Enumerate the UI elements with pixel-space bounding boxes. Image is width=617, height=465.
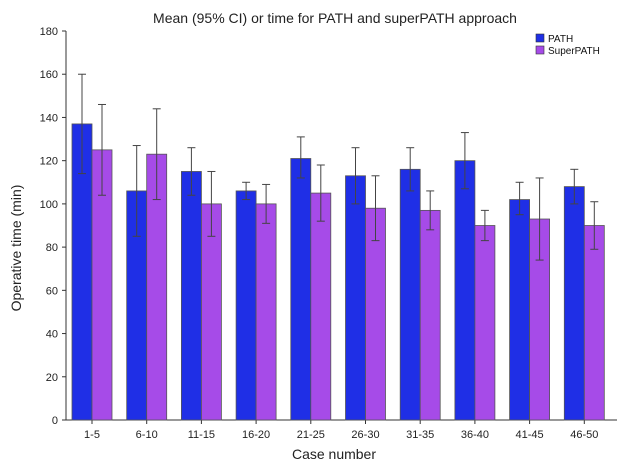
legend-label-path: PATH (548, 34, 573, 45)
y-tick-label: 160 (40, 69, 58, 81)
legend-label-superpath: SuperPATH (548, 46, 600, 57)
bar-path-21-25 (290, 158, 312, 421)
x-tick-label: 26-30 (351, 429, 379, 441)
y-tick-label: 80 (46, 242, 58, 254)
x-tick-label: 1-5 (84, 429, 100, 441)
x-tick-label: 41-45 (516, 429, 544, 441)
chart-title: Mean (95% CI) or time for PATH and super… (153, 10, 517, 26)
bar-path-16-20 (235, 190, 257, 421)
y-tick-label: 20 (46, 372, 58, 384)
legend-swatch-path (535, 33, 545, 43)
y-tick-label: 60 (46, 285, 58, 297)
x-tick-label: 31-35 (406, 429, 434, 441)
y-axis-label: Operative time (min) (8, 185, 24, 312)
x-tick-label: 16-20 (242, 429, 270, 441)
bar-path-31-35 (399, 168, 421, 421)
x-tick-label: 11-15 (188, 429, 215, 441)
bar-path-41-45 (509, 199, 531, 421)
y-tick-label: 40 (46, 329, 58, 341)
axes-layer: 0 20 40 60 80 100 120 140 160 180 1-5 6-10 11-15 16-2… (40, 26, 617, 441)
y-tick-label: 100 (40, 199, 58, 211)
x-axis-label: Case number (292, 446, 376, 462)
bar-path-46-50 (563, 186, 585, 421)
y-tick-label: 120 (40, 156, 58, 168)
y-tick-label: 140 (40, 112, 58, 124)
bar-path-36-40 (454, 160, 476, 421)
bar-superpath-36-40 (474, 225, 496, 421)
x-tick-label: 36-40 (461, 429, 489, 441)
bar-superpath-16-20 (255, 203, 277, 421)
bar-superpath-46-50 (583, 225, 605, 421)
x-tick-label: 21-25 (297, 429, 325, 441)
bars-layer (71, 123, 605, 421)
x-tick-label: 46-50 (570, 429, 598, 441)
bar-path-11-15 (180, 171, 202, 421)
x-tick-label: 6-10 (136, 429, 158, 441)
y-tick-label: 0 (52, 415, 58, 427)
bar-path-26-30 (345, 175, 366, 421)
bar-superpath-21-25 (310, 192, 332, 421)
legend-swatch-superpath (535, 45, 545, 55)
bar-superpath-31-35 (419, 209, 441, 421)
y-tick-label: 180 (40, 26, 58, 38)
error-bars-layer (78, 73, 599, 261)
